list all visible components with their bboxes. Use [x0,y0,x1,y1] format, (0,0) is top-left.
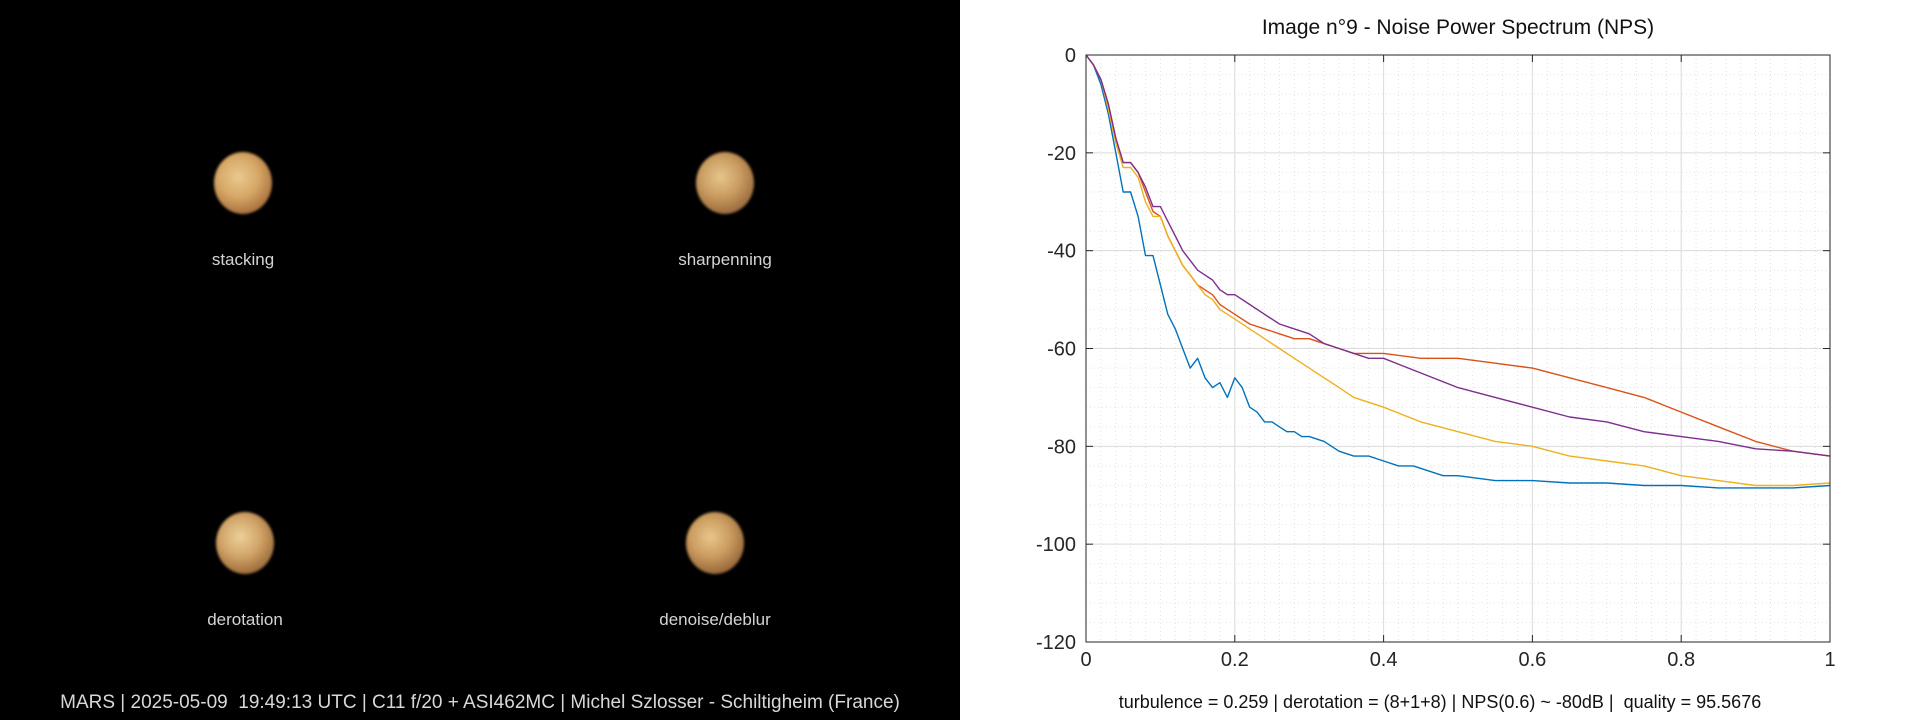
chart-title: Image n°9 - Noise Power Spectrum (NPS) [1262,16,1654,39]
y-tick-label: -40 [1047,241,1076,263]
observation-caption: MARS | 2025-05-09 19:49:13 UTC | C11 f/2… [60,692,900,713]
x-tick-label: 0.8 [1667,649,1695,671]
x-tick-label: 0.2 [1221,649,1249,671]
series-line-0 [1085,54,1831,489]
image-panel: stacking sharpenning derotation denoise/… [0,0,960,720]
x-tick-label: 1 [1824,649,1835,671]
y-tick-label: -80 [1047,436,1076,458]
series-line-2 [1085,54,1831,487]
y-tick-label: 0 [1065,45,1076,67]
mars-image-denoise [686,512,744,574]
label-derotation: derotation [207,610,283,629]
quality-caption: turbulence = 0.259 | derotation = (8+1+8… [1118,692,1762,712]
mars-image-stacking [214,152,272,214]
planet-cell-sharpening: sharpenning [525,152,925,352]
y-tick-label: -20 [1047,143,1076,165]
planet-cell-derotation: derotation [45,512,445,712]
x-tick-label: 0 [1080,649,1091,671]
label-sharpening: sharpenning [678,250,772,269]
label-denoise: denoise/deblur [659,610,771,629]
planet-cell-denoise: denoise/deblur [515,512,915,712]
series-line-3 [1085,54,1831,457]
label-stacking: stacking [211,250,275,269]
mars-image-sharpening [696,152,754,214]
y-tick-label: -100 [1036,534,1076,556]
chart-panel: 0 0.2 0.4 0.6 0.8 1 0 -20 -40 -60 -80 -100 -120 Image… [960,0,1920,720]
nps-chart: 0 0.2 0.4 0.6 0.8 1 0 -20 -40 -60 -80 -100 -120 Image… [1036,16,1836,671]
mars-image-derotation [216,512,274,574]
y-tick-label: -120 [1036,632,1076,654]
x-tick-label: 0.6 [1518,649,1546,671]
y-tick-label: -60 [1047,339,1076,361]
x-tick-label: 0.4 [1370,649,1398,671]
planet-cell-stacking: stacking [43,152,443,352]
